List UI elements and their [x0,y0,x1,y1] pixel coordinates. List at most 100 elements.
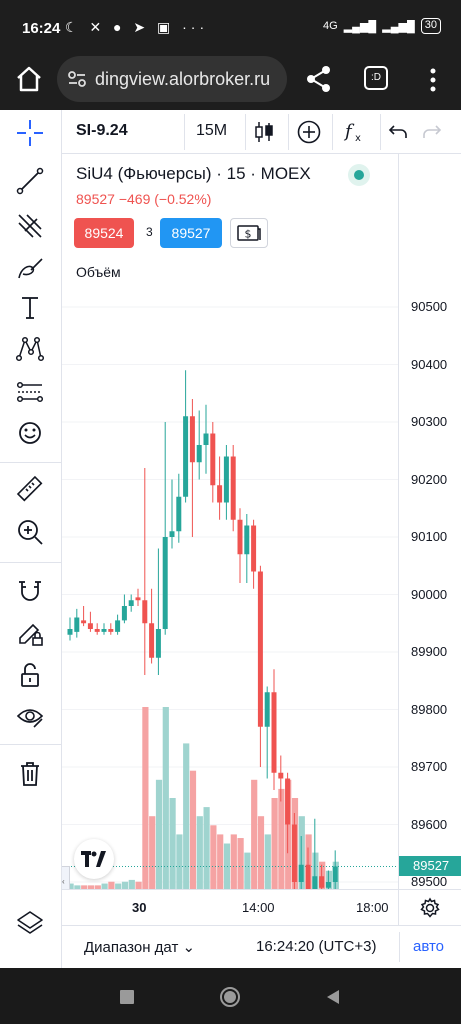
price-tick-89600: 89600 [411,816,448,832]
volume-bar [155,779,163,889]
site-settings-icon[interactable] [67,69,87,89]
home-icon[interactable] [14,64,44,94]
toolbar-separator [288,114,289,150]
text-tool-icon[interactable] [13,290,47,324]
timezone-clock[interactable]: 16:24:20 (UTC+3) [256,938,377,955]
time-axis[interactable]: 30 14:00 18:00 [62,889,398,925]
drawing-toolbar [0,110,62,968]
candle-body [305,864,311,889]
ruler-icon[interactable] [13,472,47,506]
price-tick-89900: 89900 [411,644,448,659]
candle-body [87,623,93,629]
trade-button[interactable]: $ [230,218,268,248]
volume-bar [162,707,169,889]
legend-change: −469 (−0.52%) [118,191,212,207]
candle-body [257,571,263,727]
price-tick-89700: 89700 [411,759,448,774]
legend-symbol: SiU4 (Фьючерсы) · 15 · MOEX [76,164,311,183]
unlock-icon[interactable] [13,658,47,692]
chart-pane[interactable]: SiU4 (Фьючерсы) · 15 · MOEX 89527 −469 (… [62,154,398,889]
auto-scale-button[interactable]: авто [413,938,445,955]
candle-body [319,876,325,888]
volume-bar [135,881,142,889]
url-bar[interactable]: dingview.alorbroker.ru [57,56,287,102]
add-indicator-icon[interactable] [295,118,323,146]
status-notification-icons: ☾ ✕ ● ➤ ▣ ··· [65,19,209,35]
collapse-toolbar-tab[interactable]: ‹ [62,866,70,889]
candle-body [142,600,148,624]
time-tick-30: 30 [132,900,147,915]
volume-bar [305,834,312,889]
trash-icon[interactable] [13,756,47,790]
visibility-icon[interactable] [13,700,47,734]
magnet-icon[interactable] [13,574,47,608]
crosshair-icon[interactable] [13,116,47,150]
status-time: 16:24 [22,20,61,37]
candlestick-chart[interactable] [62,154,398,889]
pattern-icon[interactable] [13,332,47,366]
interval-button[interactable]: 15M [196,122,228,139]
volume-bar [94,885,101,889]
candles-icon[interactable] [250,118,278,146]
volume-bar [142,707,149,889]
svg-text:$: $ [245,228,252,241]
candle-body [244,525,250,555]
zoom-in-icon[interactable] [13,515,47,549]
battery-icon: 30 [420,18,441,34]
home-nav-icon[interactable] [219,986,241,1008]
price-tick-90500: 90500 [411,299,448,314]
lock-drawings-icon[interactable] [13,616,47,650]
undo-icon[interactable] [384,118,412,146]
sell-bid-button[interactable]: 89524 [74,218,134,248]
price-tick-89800: 89800 [411,701,448,717]
price-scale[interactable]: 8930089400895008960089700898008990090000… [398,154,461,889]
symbol-search-button[interactable]: SI-9.24 [76,122,128,139]
bottom-bar-separator [399,932,400,962]
chart-settings-button[interactable] [398,889,461,925]
browser-menu-icon[interactable] [424,65,442,95]
svg-text:x: x [355,133,361,144]
buy-ask-button[interactable]: 89527 [160,218,222,248]
pitchfork-icon[interactable] [13,209,47,243]
candle-body [264,692,270,727]
volume-bar [271,798,278,889]
signal-icon: ▂▄▆█ [343,20,377,33]
price-tick-90100: 90100 [411,529,448,544]
tradingview-logo[interactable] [74,839,114,879]
forecast-icon[interactable] [13,375,47,409]
tab-switcher-button[interactable]: :D [364,66,388,90]
candle-body [81,620,87,624]
trend-line-icon[interactable] [13,164,47,198]
volume-bar [128,879,135,889]
volume-bar [81,885,88,889]
volume-bar [203,807,210,889]
toolbar-separator [380,114,381,150]
emoji-icon[interactable] [13,416,47,450]
volume-bar [121,881,129,889]
volume-bar [264,834,271,889]
redo-icon[interactable] [418,118,446,146]
date-range-button[interactable]: Диапазон дат ⌄ [84,938,195,956]
candle-body [108,629,114,632]
toolbar-separator [332,114,333,150]
toolbar-divider [0,562,61,563]
date-range-label: Диапазон дат [84,939,179,956]
system-nav-bar [0,968,461,1024]
volume-bar [230,834,237,889]
back-icon[interactable] [322,986,344,1008]
share-icon[interactable] [305,64,333,94]
candle-body [298,864,304,882]
candle-body [128,600,134,606]
status-bar: 16:24 ☾ ✕ ● ➤ ▣ ··· 4G ▂▄▆█ ▂▄▆█ 30 [0,0,461,52]
status-right-group: 4G ▂▄▆█ ▂▄▆█ 30 [323,18,441,34]
volume-bar [101,883,108,889]
volume-indicator-label[interactable]: Объём [76,264,121,280]
url-text: dingview.alorbroker.ru [95,69,271,89]
market-status-indicator[interactable] [348,164,370,186]
layers-icon[interactable] [13,906,47,940]
brush-icon[interactable] [13,252,47,286]
candle-body [121,606,127,621]
recents-icon[interactable] [116,986,138,1008]
